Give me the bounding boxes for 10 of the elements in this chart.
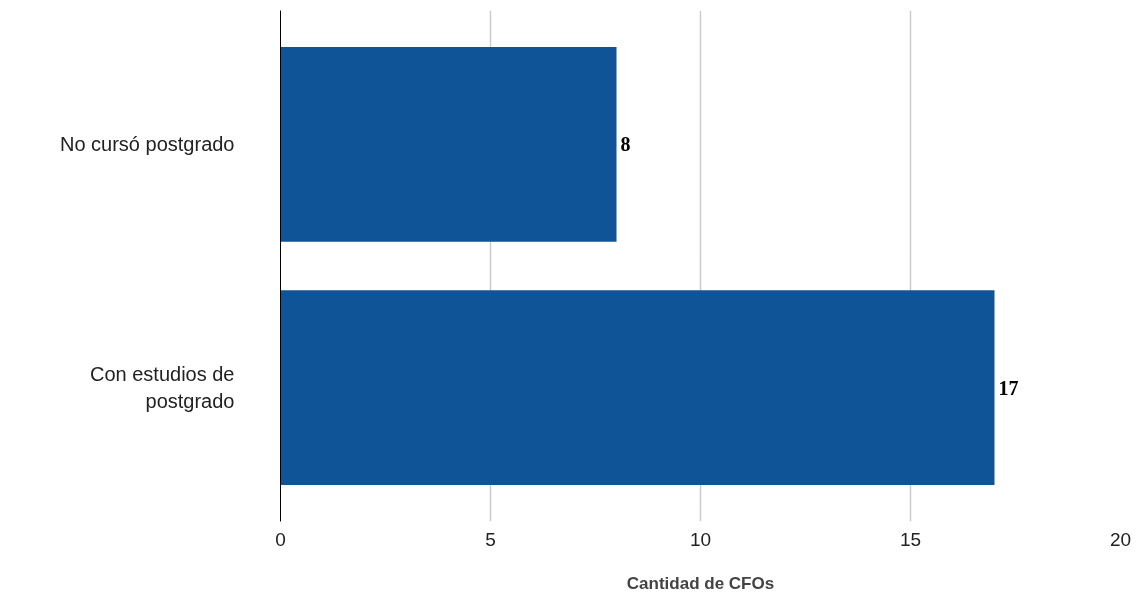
x-tick-label: 20 xyxy=(1109,528,1132,550)
data-label: 8 xyxy=(620,133,631,156)
x-tick-label: 15 xyxy=(899,528,922,550)
x-tick-label: 10 xyxy=(689,528,712,550)
y-tick-label: No cursó postgrado xyxy=(59,133,235,156)
x-axis-title: Cantidad de CFOs xyxy=(626,573,775,593)
y-tick-label: Con estudios de postgrado xyxy=(89,363,235,412)
data-label: 17 xyxy=(998,376,1019,399)
x-tick-label: 5 xyxy=(485,528,496,550)
x-tick-label: 0 xyxy=(275,528,286,550)
